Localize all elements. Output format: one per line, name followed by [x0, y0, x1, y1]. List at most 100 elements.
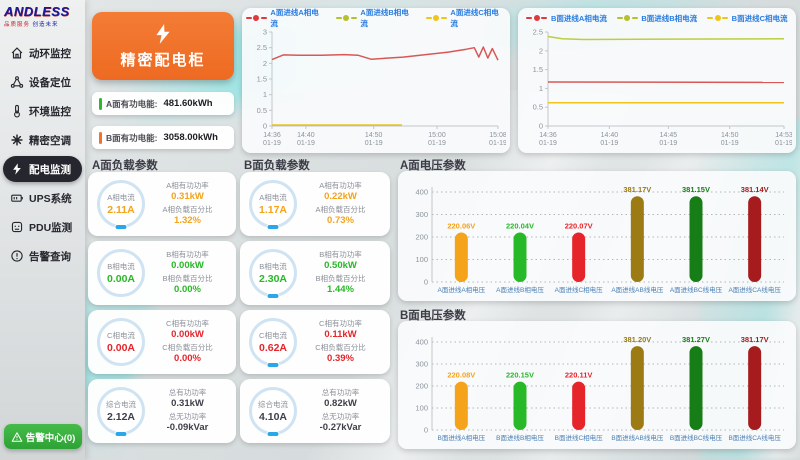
- svg-text:2.5: 2.5: [533, 28, 543, 37]
- row-value: 0.00kW: [171, 329, 204, 341]
- svg-text:2: 2: [263, 59, 267, 68]
- fan-icon: [11, 134, 23, 146]
- gauge-progress: [266, 293, 280, 299]
- sidebar-item-precision-ac[interactable]: 精密空调: [3, 127, 82, 153]
- cabinet-title-card[interactable]: 精密配电柜: [92, 12, 234, 80]
- row-value: 0.82kW: [324, 398, 357, 410]
- load-rows: B相有功功率 0.50kW B相负载百分比 1.44%: [297, 250, 384, 296]
- gauge-progress: [114, 431, 128, 437]
- load-card-b-phase-b: B相电流 2.30A B相有功功率 0.50kW B相负载百分比 1.44%: [240, 241, 390, 305]
- sidebar-item-alarm-query[interactable]: 告警查询: [3, 243, 82, 269]
- row-label: C相有功功率: [319, 318, 362, 328]
- svg-text:14:36: 14:36: [263, 132, 281, 139]
- load-rows: A相有功功率 0.22kW A相负载百分比 0.73%: [297, 181, 384, 227]
- current-gauge: A相电流 1.17A: [249, 180, 297, 230]
- bar-value-label: 220.04V: [506, 222, 534, 231]
- bar: [572, 232, 586, 282]
- a-current-line-chart: A面进线A相电流 A面进线B相电流 A面进线C相电流 0 0.5 1 1.5 2 2.5 3 14:…: [246, 8, 506, 150]
- current-gauge: B相电流 2.30A: [249, 249, 297, 299]
- sidebar-item-power-monitor[interactable]: 配电监测: [3, 156, 82, 182]
- sidebar-item-env-main[interactable]: 动环监控: [3, 40, 82, 66]
- svg-text:14:50: 14:50: [721, 132, 739, 139]
- bar: [630, 196, 644, 282]
- row-label: C相负载百分比: [315, 342, 366, 352]
- load-rows: C相有功功率 0.00kW C相负载百分比 0.00%: [145, 319, 230, 365]
- home-icon: [11, 47, 23, 59]
- sidebar-item-ups-system[interactable]: UPS系统: [3, 185, 82, 211]
- row-label: A相有功功率: [319, 180, 362, 190]
- legend-item[interactable]: B面进线B相电流: [616, 13, 697, 24]
- sidebar-item-label: 告警查询: [29, 250, 71, 263]
- chart-canvas: 0 100 200 300 400 220.08V B面进线A相电压 220.15V B面进线B…: [415, 335, 784, 442]
- gauge-label: 综合电流: [106, 400, 136, 409]
- svg-text:2.5: 2.5: [257, 43, 267, 52]
- gauge-value: 0.00A: [106, 342, 136, 354]
- sidebar-item-label: PDU监测: [29, 221, 73, 234]
- gauge-progress: [114, 224, 128, 230]
- alert-center-label: 告警中心(0): [25, 432, 76, 444]
- brand-logo-text: ANDLESS: [4, 4, 70, 19]
- bar-x-label: B面进线B相电压: [496, 433, 544, 442]
- bar-value-label: 220.11V: [565, 371, 593, 380]
- svg-text:0.5: 0.5: [533, 103, 543, 112]
- bar-x-label: B面进线BC线电压: [670, 433, 723, 442]
- svg-text:01-19: 01-19: [428, 140, 446, 147]
- bar-value-label: 220.07V: [565, 222, 593, 231]
- locate-icon: [10, 76, 24, 88]
- svg-text:01-19: 01-19: [539, 140, 557, 147]
- load-rows: 总有功功率 0.31kW 总无功功率 -0.09kVar: [145, 388, 230, 434]
- load-card-a-phase-c: C相电流 0.00A C相有功功率 0.00kW C相负载百分比 0.00%: [88, 310, 236, 374]
- row-label: A相负载百分比: [315, 204, 366, 214]
- section-title-b-load: B面负载参数: [244, 160, 310, 172]
- svg-text:0: 0: [424, 278, 428, 287]
- row-value: 0.00kW: [171, 260, 204, 272]
- gauge-value: 2.30A: [258, 273, 288, 285]
- svg-text:0: 0: [424, 426, 428, 435]
- svg-text:14:40: 14:40: [601, 132, 619, 139]
- sidebar-item-env-monitor[interactable]: 环境监控: [3, 98, 82, 124]
- socket-icon: [11, 221, 23, 233]
- row-value: 0.31kW: [171, 398, 204, 410]
- legend-item[interactable]: B面进线A相电流: [526, 13, 607, 24]
- legend-item[interactable]: B面进线C相电流: [707, 13, 788, 24]
- sidebar-item-label: 设备定位: [29, 76, 71, 89]
- svg-text:14:36: 14:36: [539, 132, 557, 139]
- alert-center-button[interactable]: 告警中心(0): [4, 424, 82, 449]
- svg-text:14:40: 14:40: [297, 132, 315, 139]
- line-series: [547, 35, 785, 41]
- row-label: B相负载百分比: [315, 273, 366, 283]
- section-title-a-voltage: A面电压参数: [400, 160, 466, 172]
- svg-text:0: 0: [539, 122, 543, 131]
- bar: [630, 346, 644, 430]
- bar-value-label: 381.17V: [741, 335, 769, 344]
- bar-value-label: 381.27V: [682, 335, 710, 344]
- bar-value-label: 381.17V: [623, 185, 651, 194]
- sidebar-item-label: UPS系统: [29, 192, 72, 205]
- svg-text:15:08: 15:08: [489, 132, 506, 139]
- gauge-progress: [266, 224, 280, 230]
- svg-text:1.5: 1.5: [257, 75, 267, 84]
- energy-metric-a: A面有功电能: 481.60kWh: [92, 92, 234, 115]
- bar: [572, 381, 586, 430]
- bar-value-label: 220.15V: [506, 371, 534, 380]
- metric-label: A面有功电能:: [106, 98, 158, 109]
- gauge-value: 2.12A: [106, 411, 136, 423]
- row-value: 1.32%: [174, 214, 201, 226]
- current-gauge: B相电流 0.00A: [97, 249, 145, 297]
- sidebar-item-pdu-monitor[interactable]: PDU监测: [3, 214, 82, 240]
- gauge-label: C相电流: [259, 331, 287, 340]
- svg-text:14:45: 14:45: [660, 132, 678, 139]
- metric-accent: [99, 97, 102, 110]
- sidebar-item-device-locate[interactable]: 设备定位: [3, 69, 82, 95]
- metric-accent: [99, 131, 102, 144]
- brand-slogan: 品质服务 创造未来: [4, 22, 59, 28]
- sidebar-item-label: 环境监控: [29, 105, 71, 118]
- bar-x-label: A面进线CA线电压: [728, 285, 781, 294]
- row-label: B相有功功率: [166, 249, 209, 259]
- section-title-a-load: A面负载参数: [92, 160, 158, 172]
- gauge-value: 4.10A: [258, 411, 288, 423]
- svg-text:0: 0: [263, 122, 267, 131]
- svg-text:14:50: 14:50: [365, 132, 383, 139]
- row-label: B相负载百分比: [162, 273, 213, 283]
